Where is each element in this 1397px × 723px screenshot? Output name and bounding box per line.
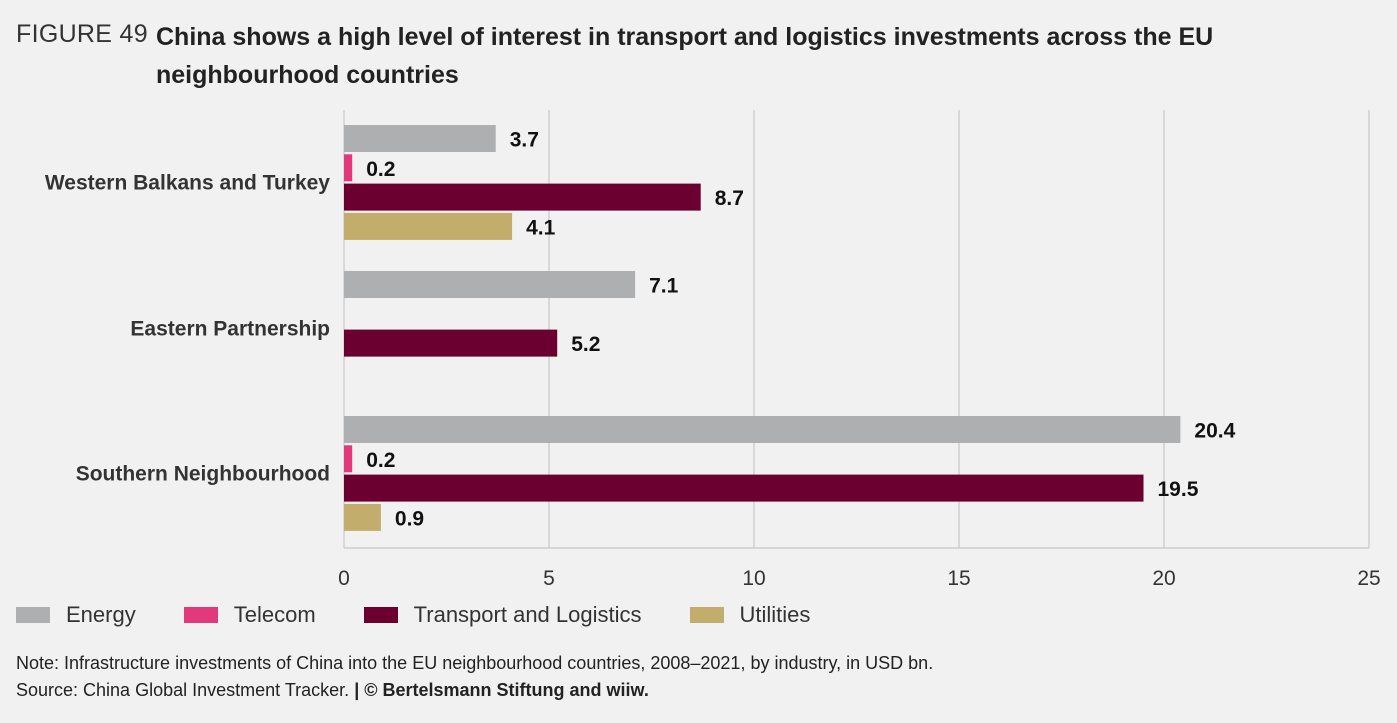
bar-eastern-partnership-energy bbox=[344, 271, 636, 298]
chart-note: Note: Infrastructure investments of Chin… bbox=[16, 650, 1376, 704]
x-tick-label-10: 10 bbox=[742, 567, 765, 590]
legend-item-transport: Transport and Logistics bbox=[363, 602, 642, 628]
legend-swatch-utilities bbox=[689, 607, 724, 623]
value-label-western-balkans-and-turkey-energy: 3.7 bbox=[510, 129, 539, 152]
category-label-eastern-partnership: Eastern Partnership bbox=[130, 318, 330, 341]
value-label-western-balkans-and-turkey-utilities: 4.1 bbox=[526, 216, 556, 239]
x-tick-label-25: 25 bbox=[1357, 567, 1380, 590]
source-line: Source: China Global Investment Tracker.… bbox=[16, 677, 1376, 704]
legend-swatch-energy bbox=[16, 607, 50, 623]
value-label-western-balkans-and-turkey-telecom: 0.2 bbox=[366, 158, 395, 181]
legend-swatch-transport bbox=[363, 607, 398, 623]
value-label-southern-neighbourhood-utilities: 0.9 bbox=[395, 507, 424, 530]
bar-southern-neighbourhood-transport-and-logistics bbox=[344, 474, 1144, 502]
copyright-text: © Bertelsmann Stiftung and wiiw. bbox=[364, 680, 649, 700]
legend-item-utilities: Utilities bbox=[689, 602, 811, 628]
legend-label-telecom: Telecom bbox=[233, 602, 316, 627]
figure-label: FIGURE 49 bbox=[16, 20, 148, 48]
chart-title: China shows a high level of interest in … bbox=[156, 23, 1214, 89]
note-text: Note: Infrastructure investments of Chin… bbox=[16, 653, 934, 673]
source-separator: | bbox=[354, 680, 360, 700]
legend-label-utilities: Utilities bbox=[739, 602, 811, 627]
bar-western-balkans-and-turkey-transport-and-logistics bbox=[344, 183, 701, 211]
legend-swatch-telecom bbox=[183, 607, 218, 623]
x-tick-label-20: 20 bbox=[1152, 567, 1175, 590]
bar-southern-neighbourhood-energy bbox=[344, 416, 1181, 443]
legend-label-energy: Energy bbox=[66, 602, 136, 627]
value-label-southern-neighbourhood-transport-and-logistics: 19.5 bbox=[1158, 478, 1199, 501]
legend-label-transport: Transport and Logistics bbox=[413, 602, 642, 627]
x-tick-label-0: 0 bbox=[338, 567, 350, 590]
bar-western-balkans-and-turkey-energy bbox=[344, 125, 496, 152]
bar-chart: 0 5 10 15 20 25 Western Balkans and Turkey 3.7 0… bbox=[45, 110, 1381, 590]
bar-southern-neighbourhood-telecom bbox=[344, 445, 353, 473]
x-tick-label-15: 15 bbox=[947, 567, 970, 590]
x-tick-label-5: 5 bbox=[543, 567, 555, 590]
category-label-southern-neighbourhood: Southern Neighbourhood bbox=[76, 463, 330, 486]
value-label-eastern-partnership-energy: 7.1 bbox=[649, 275, 679, 298]
source-text: Source: China Global Investment Tracker. bbox=[16, 680, 350, 700]
chart-legend: Energy Telecom Transport and Logistics U… bbox=[16, 600, 858, 630]
value-label-southern-neighbourhood-telecom: 0.2 bbox=[366, 449, 395, 472]
bar-western-balkans-and-turkey-telecom bbox=[344, 154, 353, 182]
value-label-western-balkans-and-turkey-transport-and-logistics: 8.7 bbox=[715, 187, 744, 210]
value-label-eastern-partnership-transport-and-logistics: 5.2 bbox=[571, 333, 600, 356]
bar-southern-neighbourhood-utilities bbox=[344, 503, 381, 531]
value-label-southern-neighbourhood-energy: 20.4 bbox=[1194, 420, 1235, 443]
legend-item-telecom: Telecom bbox=[183, 602, 316, 628]
bar-western-balkans-and-turkey-utilities bbox=[344, 212, 513, 240]
legend-item-energy: Energy bbox=[16, 602, 136, 628]
category-label-western-balkans-and-turkey: Western Balkans and Turkey bbox=[45, 172, 330, 195]
bar-eastern-partnership-transport-and-logistics bbox=[344, 329, 558, 357]
